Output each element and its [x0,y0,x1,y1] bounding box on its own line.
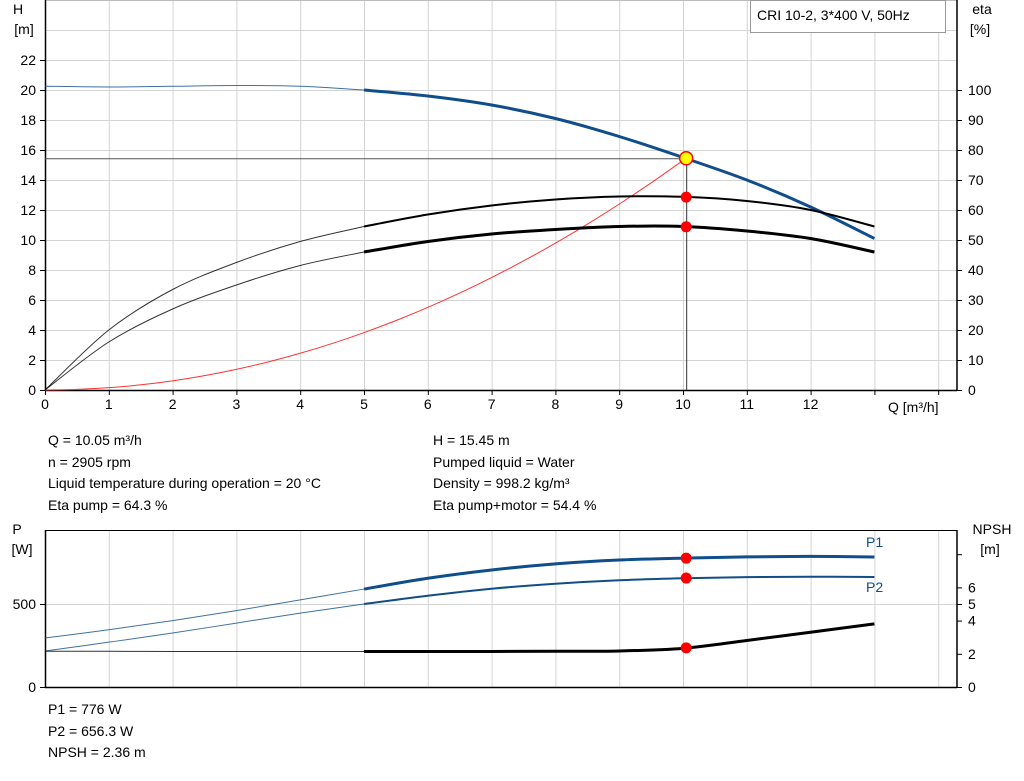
bottom-grid [45,530,957,687]
x-tick-label: 1 [105,396,113,412]
eta-pump-curve [363,195,875,228]
y2-tick-label: 20 [968,322,984,338]
y2-tick-label: 2 [968,646,976,662]
head-curve-extrapolated [44,84,365,91]
series-label-p1: P1 [866,534,883,550]
y-axis-label-h: H [13,1,23,17]
p2-marker [680,572,692,584]
y-tick-label: 12 [20,202,36,218]
y2-tick-label: 70 [968,172,984,188]
x-tick-label: 11 [740,396,755,412]
eta-pump-marker [680,191,692,203]
y2-axis-label-eta: eta [972,1,992,17]
info-head: H = 15.45 m [433,432,510,448]
y-tick-label: 10 [20,232,36,248]
x-tick-label: 2 [169,396,177,412]
y2-tick-label: 60 [968,202,984,218]
y2-tick-label: 80 [968,142,984,158]
head-curve [363,88,876,240]
system-curve [44,157,687,391]
y2-tick-label: 4 [968,613,976,629]
y-tick-label: 18 [20,112,36,128]
info-flow: Q = 10.05 m³/h [48,432,142,448]
info-speed: n = 2905 rpm [48,453,131,470]
y-tick-label: 2 [28,352,36,368]
x-tick-label: 0 [41,396,49,412]
eta-total-curve-extrapolated [44,251,365,391]
y-axis-label-p: P [12,521,21,537]
x-tick-label: 7 [488,396,496,412]
y-axis-unit-h: [m] [14,21,33,37]
y2-tick-label: 40 [968,262,984,278]
y2-axis-unit-npsh: [m] [980,541,999,557]
curves [44,84,876,654]
info-npsh: NPSH = 2.36 m [48,744,146,760]
y2-axis-label-npsh: NPSH [973,521,1012,537]
y2-tick-label: 100 [968,82,992,98]
eta-total-curve [363,224,875,254]
info-p2: P2 = 656.3 W [48,722,134,739]
operating-info-left: Q = 10.05 m³/h n = 2905 rpm Liquid tempe… [48,430,321,516]
tick-labels: 0 1 2 3 4 5 6 7 8 9 10 11 12024681012141618202201020… [13,52,992,695]
eta-total-marker [680,221,692,233]
x-tick-label: 10 [675,396,691,412]
legend-box: CRI 10-2, 3*400 V, 50Hz [750,0,946,33]
p1-curve-extrapolated [44,588,365,639]
power-info: P1 = 776 W P2 = 656.3 W NPSH = 2.36 m [48,699,146,764]
info-eta-pump: Eta pump = 64.3 % [48,496,168,513]
y-tick-label: 0 [28,679,36,695]
p2-curve [363,575,875,605]
y-tick-label: 14 [20,172,36,188]
p1-curve [363,554,875,591]
axes [40,0,962,689]
duty-point-marker [678,151,694,166]
x-tick-label: 9 [615,396,623,412]
y-tick-label: 22 [20,52,36,68]
y2-tick-label: 0 [968,679,976,695]
top-grid [45,0,957,390]
series-label-p2: P2 [866,579,883,595]
y2-tick-label: 5 [968,596,976,612]
npsh-marker [680,642,692,654]
info-eta-total: Eta pump+motor = 54.4 % [433,496,597,513]
x-tick-label: 4 [296,396,304,412]
x-axis-label: Q [m³/h] [888,399,939,415]
y-axis-unit-p: [W] [12,541,33,557]
p1-marker [680,552,692,564]
p2-curve-extrapolated [44,603,365,652]
y2-tick-label: 30 [968,292,984,308]
y-tick-label: 4 [28,322,36,338]
info-liquid: Pumped liquid = Water [433,453,575,470]
y-tick-label: 16 [20,142,36,158]
info-density: Density = 998.2 kg/m³ [433,475,570,491]
y2-tick-label: 90 [968,112,984,128]
y-tick-label: 8 [28,262,36,278]
x-tick-label: 5 [360,396,368,412]
operating-info-right: H = 15.45 m Pumped liquid = Water Densit… [433,430,596,516]
y-tick-label: 6 [28,292,36,308]
x-tick-label: 8 [552,396,560,412]
npsh-curve [364,622,875,653]
x-tick-label: 3 [233,396,241,412]
y2-tick-label: 6 [968,579,976,595]
y2-tick-label: 0 [968,382,976,398]
y-tick-label: 20 [20,82,36,98]
chart-title: CRI 10-2, 3*400 V, 50Hz [757,7,910,23]
y-tick-label: 500 [13,596,37,612]
y-tick-label: 0 [28,382,36,398]
y2-axis-unit-eta: [%] [970,21,990,37]
info-temperature: Liquid temperature during operation = 20… [48,475,321,491]
info-p1: P1 = 776 W [48,701,122,717]
eta-pump-curve-extrapolated [44,226,365,391]
x-tick-label: 6 [424,396,432,412]
x-tick-label: 12 [803,396,819,412]
y2-tick-label: 50 [968,232,984,248]
y2-tick-label: 10 [968,352,984,368]
